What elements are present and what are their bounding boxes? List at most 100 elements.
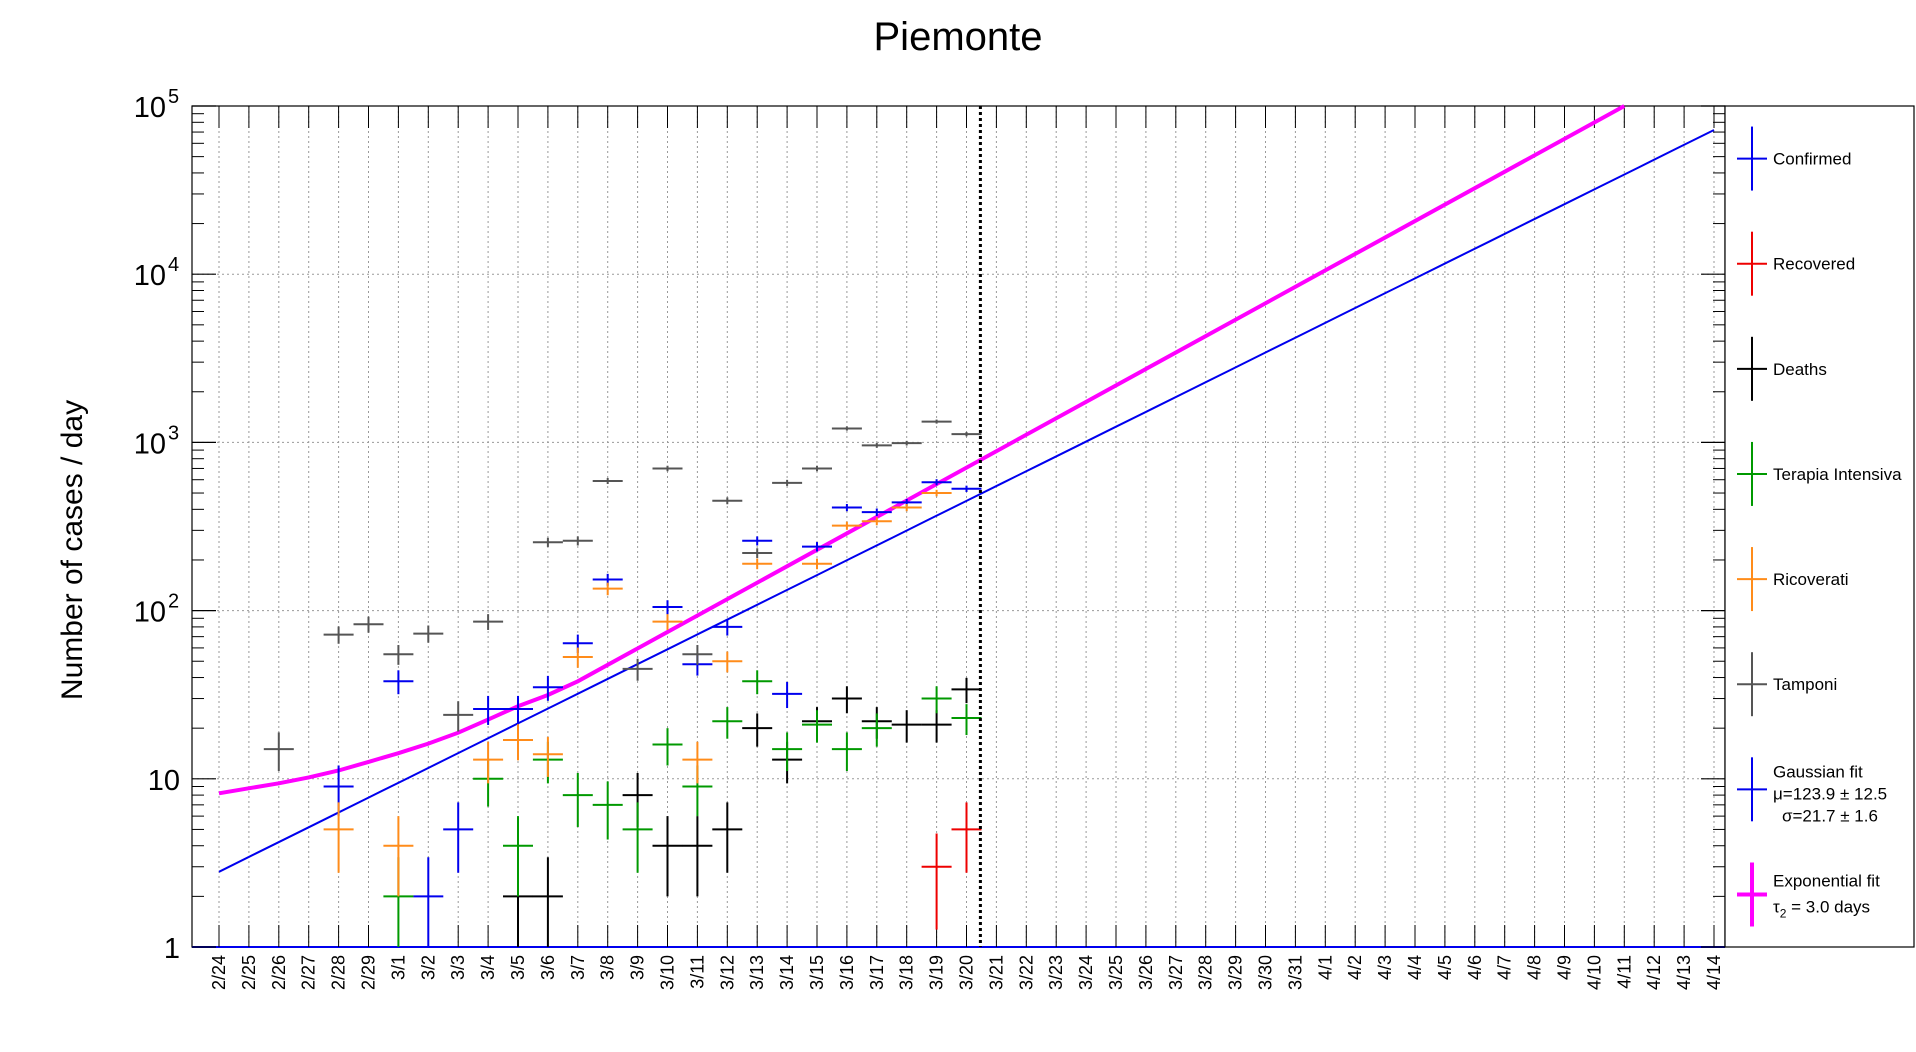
legend-label: Tamponi xyxy=(1773,675,1837,694)
terapia-intensiva-point xyxy=(562,772,593,827)
deaths-point xyxy=(742,713,773,747)
deaths-point xyxy=(532,857,563,947)
terapia-intensiva-point xyxy=(503,816,533,897)
ricoverati-point xyxy=(921,489,952,497)
terapia-intensiva-point xyxy=(772,732,803,771)
ricoverati-point xyxy=(592,582,623,596)
confirmed-point xyxy=(772,681,803,709)
y-tick-label: 1 xyxy=(164,933,180,965)
legend-box xyxy=(1724,105,1915,948)
y-tick-exponent: 2 xyxy=(168,591,179,613)
confirmed-point xyxy=(473,695,504,725)
tamponi-point xyxy=(712,497,743,505)
recovered-point xyxy=(921,833,952,930)
x-tick-label: 3/19 xyxy=(927,955,947,990)
x-tick-label: 3/5 xyxy=(508,955,528,980)
x-tick-label: 4/7 xyxy=(1495,955,1515,980)
x-tick-label: 4/14 xyxy=(1704,955,1724,990)
y-tick-label: 10 xyxy=(134,92,166,124)
legend-entry-tamponi: Tamponi xyxy=(1737,652,1837,717)
legend-label: Deaths xyxy=(1773,360,1827,379)
y-tick-exponent: 3 xyxy=(168,422,179,444)
x-tick-label: 4/3 xyxy=(1375,955,1395,980)
legend-entry-recovered: Recovered xyxy=(1737,231,1855,296)
tamponi-point xyxy=(323,626,354,644)
confirmed-point xyxy=(921,479,952,486)
grid xyxy=(192,105,1725,948)
y-tick-label: 10 xyxy=(134,597,166,629)
legend-label-mu: μ=123.9 ± 12.5 xyxy=(1773,784,1887,803)
terapia-intensiva-point xyxy=(861,713,892,747)
terapia-intensiva-point xyxy=(921,686,952,714)
terapia-intensiva-point xyxy=(951,704,982,736)
deaths-point xyxy=(951,677,982,704)
confirmed-point xyxy=(951,485,982,493)
x-tick-label: 3/15 xyxy=(807,955,827,990)
tamponi-point xyxy=(861,443,892,448)
terapia-intensiva-point xyxy=(742,670,773,695)
terapia-intensiva-point xyxy=(652,728,683,766)
legend-label-tau: τ2 = 3.0 days xyxy=(1773,897,1870,920)
legend-entry-ricoverati: Ricoverati xyxy=(1737,547,1849,612)
x-tick-label: 3/4 xyxy=(478,955,498,980)
confirmed-point xyxy=(802,542,832,552)
x-tick-label: 3/30 xyxy=(1256,955,1276,990)
confirmed-point xyxy=(861,508,892,516)
x-tick-label: 3/21 xyxy=(986,955,1006,990)
tamponi-point xyxy=(592,477,623,485)
x-tick-label: 3/25 xyxy=(1106,955,1126,990)
legend-label: Ricoverati xyxy=(1773,570,1849,589)
deaths-point xyxy=(831,686,862,714)
tamponi-point xyxy=(772,479,803,486)
deaths-point xyxy=(921,710,952,743)
confirmed-point xyxy=(742,536,773,546)
tamponi-point xyxy=(413,625,444,643)
x-tick-label: 4/2 xyxy=(1345,955,1365,980)
legend: Confirmed Recovered Deaths Terapia Intensiv… xyxy=(1724,105,1915,948)
x-tick-label: 3/18 xyxy=(897,955,917,990)
y-axis-label: Number of cases / day xyxy=(56,400,89,700)
x-tick-label: 3/22 xyxy=(1016,955,1036,990)
confirmed-point xyxy=(413,857,444,947)
ricoverati-point xyxy=(891,504,922,512)
terapia-intensiva-point xyxy=(622,802,653,873)
x-tick-label: 3/12 xyxy=(717,955,737,990)
x-tick-label: 4/12 xyxy=(1644,955,1664,990)
tamponi-point xyxy=(802,465,832,472)
ricoverati-point xyxy=(861,517,892,526)
x-tick-label: 2/29 xyxy=(359,955,379,990)
x-tick-label: 2/26 xyxy=(269,955,289,990)
x-tick-label: 3/27 xyxy=(1166,955,1186,990)
x-tick-label: 2/28 xyxy=(329,955,349,990)
legend-label-sigma: σ=21.7 ± 1.6 xyxy=(1782,806,1878,825)
x-tick-label: 3/20 xyxy=(957,955,977,990)
chart-title: Piemonte xyxy=(874,15,1043,59)
x-tick-label: 3/10 xyxy=(658,955,678,990)
legend-label: Confirmed xyxy=(1773,150,1851,169)
x-tick-label: 4/4 xyxy=(1405,955,1425,980)
tamponi-point xyxy=(263,732,294,771)
x-tick-label: 4/10 xyxy=(1584,955,1604,990)
confirmed-point xyxy=(383,670,414,695)
x-tick-label: 3/29 xyxy=(1226,955,1246,990)
y-tick-exponent: 4 xyxy=(168,254,179,276)
terapia-intensiva-point xyxy=(712,707,743,739)
x-tick-label: 3/7 xyxy=(568,955,588,980)
confirmed-point xyxy=(712,619,743,636)
ricoverati-point xyxy=(473,741,504,784)
plot-border xyxy=(191,105,1726,948)
tamponi-point xyxy=(831,426,862,431)
confirmed-point xyxy=(443,802,474,873)
legend-entry-gaussian-fit: Gaussian fit μ=123.9 ± 12.5 σ=21.7 ± 1.6 xyxy=(1737,757,1887,825)
x-tick-label: 4/13 xyxy=(1674,955,1694,990)
ricoverati-point xyxy=(802,558,832,570)
x-tick-label: 3/31 xyxy=(1285,955,1305,990)
y-tick-label: 10 xyxy=(148,765,180,797)
x-tick-label: 4/5 xyxy=(1435,955,1455,980)
x-tick-label: 2/24 xyxy=(209,955,229,990)
confirmed-point xyxy=(503,695,533,725)
tamponi-point xyxy=(682,645,713,665)
deaths-point xyxy=(682,816,713,897)
